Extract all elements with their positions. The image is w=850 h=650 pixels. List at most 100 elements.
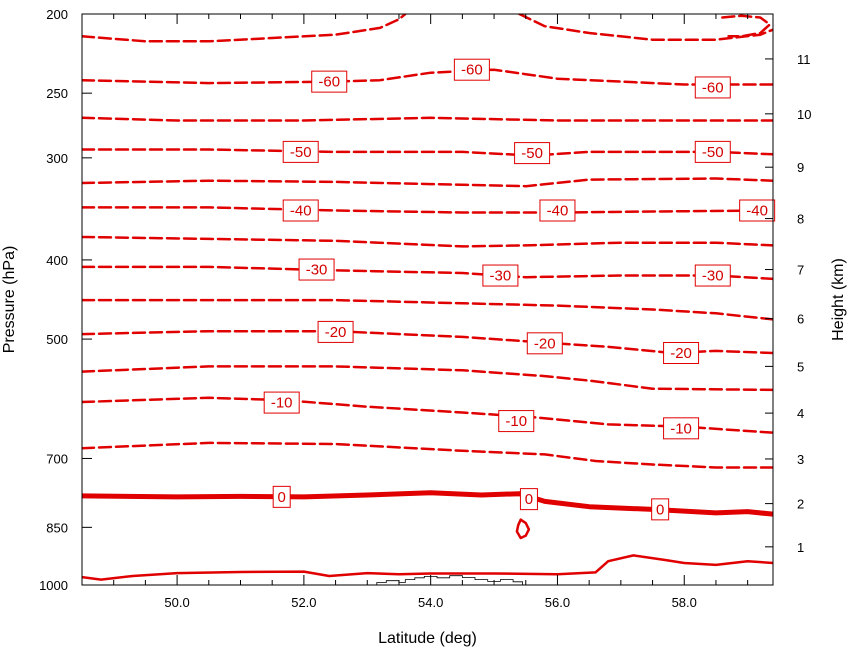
contour-label-box bbox=[498, 410, 535, 433]
contour-label-text: -20 bbox=[325, 324, 347, 341]
contour-label-text: -30 bbox=[306, 262, 328, 279]
contour-line bbox=[82, 148, 773, 157]
contour-line bbox=[82, 490, 773, 517]
contour-label-text: -40 bbox=[547, 203, 569, 220]
y-tick-label: 700 bbox=[46, 451, 68, 466]
contour-label: -10 bbox=[498, 410, 535, 433]
y2-tick-label: 10 bbox=[797, 107, 811, 122]
contour-line bbox=[82, 396, 773, 434]
y-tick-label: 1000 bbox=[39, 578, 68, 593]
contour-label-box bbox=[311, 70, 348, 93]
contour-label: -30 bbox=[694, 264, 731, 287]
contour-label-text: -10 bbox=[670, 420, 692, 437]
contour-label-text: -30 bbox=[702, 268, 724, 285]
y2-tick-label: 5 bbox=[797, 359, 804, 374]
contour-label-text: -10 bbox=[271, 395, 293, 412]
contour-label-text: -50 bbox=[702, 144, 724, 161]
contour-label-box bbox=[282, 140, 319, 163]
contour-label: -20 bbox=[663, 341, 700, 364]
y2-tick-label: 8 bbox=[797, 212, 804, 227]
contour-label-text: -40 bbox=[746, 203, 768, 220]
contour-label-box bbox=[694, 140, 731, 163]
contour-label: -40 bbox=[282, 199, 319, 222]
contour-label-box bbox=[263, 391, 300, 414]
x-tick-label: 50.0 bbox=[164, 595, 189, 610]
y-tick-label: 850 bbox=[46, 520, 68, 535]
contour-line bbox=[515, 518, 531, 540]
contour-label-box bbox=[482, 264, 519, 287]
contour-label-box bbox=[694, 264, 731, 287]
contour-label: -60 bbox=[311, 70, 348, 93]
contour-line bbox=[82, 206, 773, 214]
contour-label: -60 bbox=[694, 76, 731, 99]
contour-label: 0 bbox=[519, 488, 538, 511]
contour-label-box bbox=[317, 320, 354, 343]
contour-line bbox=[82, 116, 773, 122]
contour-label-text: -50 bbox=[290, 144, 312, 161]
contour-line bbox=[82, 177, 773, 188]
contour-line bbox=[82, 265, 773, 281]
contour-label: -50 bbox=[282, 140, 319, 163]
contour-label-text: -40 bbox=[290, 203, 312, 220]
y2-tick-label: 7 bbox=[797, 263, 804, 278]
y2-tick-label: 2 bbox=[797, 497, 804, 512]
contour-label: -60 bbox=[453, 58, 490, 81]
contour-label-box bbox=[272, 485, 291, 508]
y2-tick-label: 1 bbox=[797, 540, 804, 555]
contour-label: -10 bbox=[263, 391, 300, 414]
y-axis-title: Pressure (hPa) bbox=[1, 246, 18, 354]
contour-label: -40 bbox=[739, 199, 776, 222]
axes: 50.0 52.0 54.0 56.0 58.020025030040050070085… bbox=[39, 7, 811, 610]
contour-label-box bbox=[651, 498, 670, 521]
contour-label-box bbox=[453, 58, 490, 81]
contour-line bbox=[518, 14, 773, 41]
contour-line bbox=[82, 14, 407, 43]
contour-line bbox=[82, 441, 773, 469]
contour-label: 0 bbox=[651, 498, 670, 521]
contour-label-box bbox=[282, 199, 319, 222]
x-tick-label: 54.0 bbox=[418, 595, 443, 610]
y-tick-label: 500 bbox=[46, 332, 68, 347]
y2-tick-label: 6 bbox=[797, 312, 804, 327]
y2-tick-label: 9 bbox=[797, 160, 804, 175]
contour-lines bbox=[82, 14, 773, 581]
contour-label-text: -20 bbox=[670, 345, 692, 362]
contour-label-text: -60 bbox=[318, 74, 340, 91]
contour-label: -30 bbox=[482, 264, 519, 287]
contour-label-box bbox=[526, 332, 563, 355]
contour-label-box bbox=[663, 341, 700, 364]
contour-label-text: 0 bbox=[656, 501, 664, 518]
contour-line bbox=[721, 14, 772, 38]
contour-label-text: -50 bbox=[521, 145, 543, 162]
contour-label-box bbox=[298, 258, 335, 281]
contour-label-box bbox=[539, 199, 576, 222]
contour-label-text: -30 bbox=[490, 268, 512, 285]
plot-frame bbox=[81, 13, 774, 586]
contour-label: -30 bbox=[298, 258, 335, 281]
y2-tick-label: 11 bbox=[797, 52, 811, 67]
y2-tick-label: 3 bbox=[797, 452, 804, 467]
contour-label: -10 bbox=[663, 417, 700, 440]
x-tick-label: 56.0 bbox=[545, 595, 570, 610]
contour-label-box bbox=[514, 142, 551, 165]
contour-label-box bbox=[663, 417, 700, 440]
x-tick-label: 52.0 bbox=[291, 595, 316, 610]
y-tick-label: 250 bbox=[46, 86, 68, 101]
contour-label-box bbox=[519, 488, 538, 511]
y2-tick-label: 4 bbox=[797, 406, 804, 421]
x-tick-label: 58.0 bbox=[672, 595, 697, 610]
contour-label-text: -10 bbox=[505, 413, 527, 430]
y-tick-label: 400 bbox=[46, 253, 68, 268]
contour-label: -50 bbox=[694, 140, 731, 163]
contour-label-box bbox=[694, 76, 731, 99]
contour-line bbox=[82, 554, 773, 581]
contour-label: -20 bbox=[317, 320, 354, 343]
contour-label-text: -20 bbox=[534, 335, 556, 352]
contour-label: -40 bbox=[539, 199, 576, 222]
contour-label: 0 bbox=[272, 485, 291, 508]
contour-line bbox=[82, 235, 773, 248]
contour-label-text: -60 bbox=[702, 79, 724, 96]
contour-line bbox=[82, 298, 773, 321]
contour-label-text: -60 bbox=[461, 62, 483, 79]
y-tick-label: 200 bbox=[46, 7, 68, 22]
